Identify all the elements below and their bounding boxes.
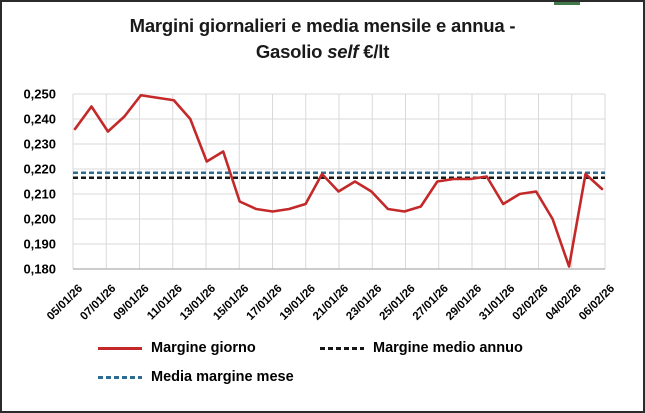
legend-line-sample-solid — [98, 346, 142, 350]
legend-line-sample-dashed-blue — [98, 375, 142, 379]
x-tick-label: 29/01/26 — [444, 283, 484, 323]
x-tick-label: 15/01/26 — [211, 283, 251, 323]
x-tick-label: 06/02/26 — [577, 283, 617, 323]
x-tick-label: 04/02/26 — [544, 283, 584, 323]
y-tick-label: 0,200 — [23, 212, 56, 227]
y-tick-label: 0,240 — [23, 112, 56, 127]
y-tick-label: 0,190 — [23, 237, 56, 252]
legend: Margine giorno Margine medio annuo Media… — [98, 340, 523, 385]
title-line-2: Gasolio self €/lt — [255, 41, 390, 62]
y-tick-label: 0,220 — [23, 162, 56, 177]
y-tick-label: 0,230 — [23, 137, 56, 152]
chart-canvas: 0,250 0,240 0,230 0,220 0,210 0,200 0,190 0,180… — [23, 87, 617, 323]
x-tick-label: 19/01/26 — [278, 283, 318, 323]
y-tick-label: 0,210 — [23, 187, 56, 202]
legend-label: Margine giorno — [151, 340, 256, 356]
legend-label: Media margine mese — [151, 369, 294, 385]
x-tick-label: 09/01/26 — [111, 283, 151, 323]
x-tick-label: 02/02/26 — [510, 283, 550, 323]
legend-item-margine-medio-annuo: Margine medio annuo — [320, 340, 523, 356]
x-tick-label: 17/01/26 — [244, 283, 284, 323]
x-tick-label: 31/01/26 — [477, 283, 517, 323]
x-tick-label: 13/01/26 — [178, 283, 218, 323]
y-tick-label: 0,180 — [23, 262, 56, 277]
margine-giorno-line — [73, 93, 604, 268]
x-tick-label: 25/01/26 — [377, 283, 417, 323]
x-tick-label: 07/01/26 — [78, 283, 118, 323]
chart-title: Margini giornalieri e media mensile e an… — [2, 13, 643, 65]
x-tick-label: 21/01/26 — [311, 283, 351, 323]
screen-artifact-green-sliver — [554, 2, 580, 5]
x-tick-label: 27/01/26 — [411, 283, 451, 323]
title-line-1: Margini giornalieri e media mensile e an… — [129, 15, 516, 36]
x-tick-label: 23/01/26 — [344, 283, 384, 323]
legend-item-media-margine-mese: Media margine mese — [98, 369, 320, 385]
legend-label: Margine medio annuo — [373, 340, 523, 356]
legend-line-sample-dashed-black — [320, 346, 364, 350]
legend-item-margine-giorno: Margine giorno — [98, 340, 320, 356]
x-tick-label: 05/01/26 — [45, 283, 85, 323]
y-tick-label: 0,250 — [23, 87, 56, 102]
